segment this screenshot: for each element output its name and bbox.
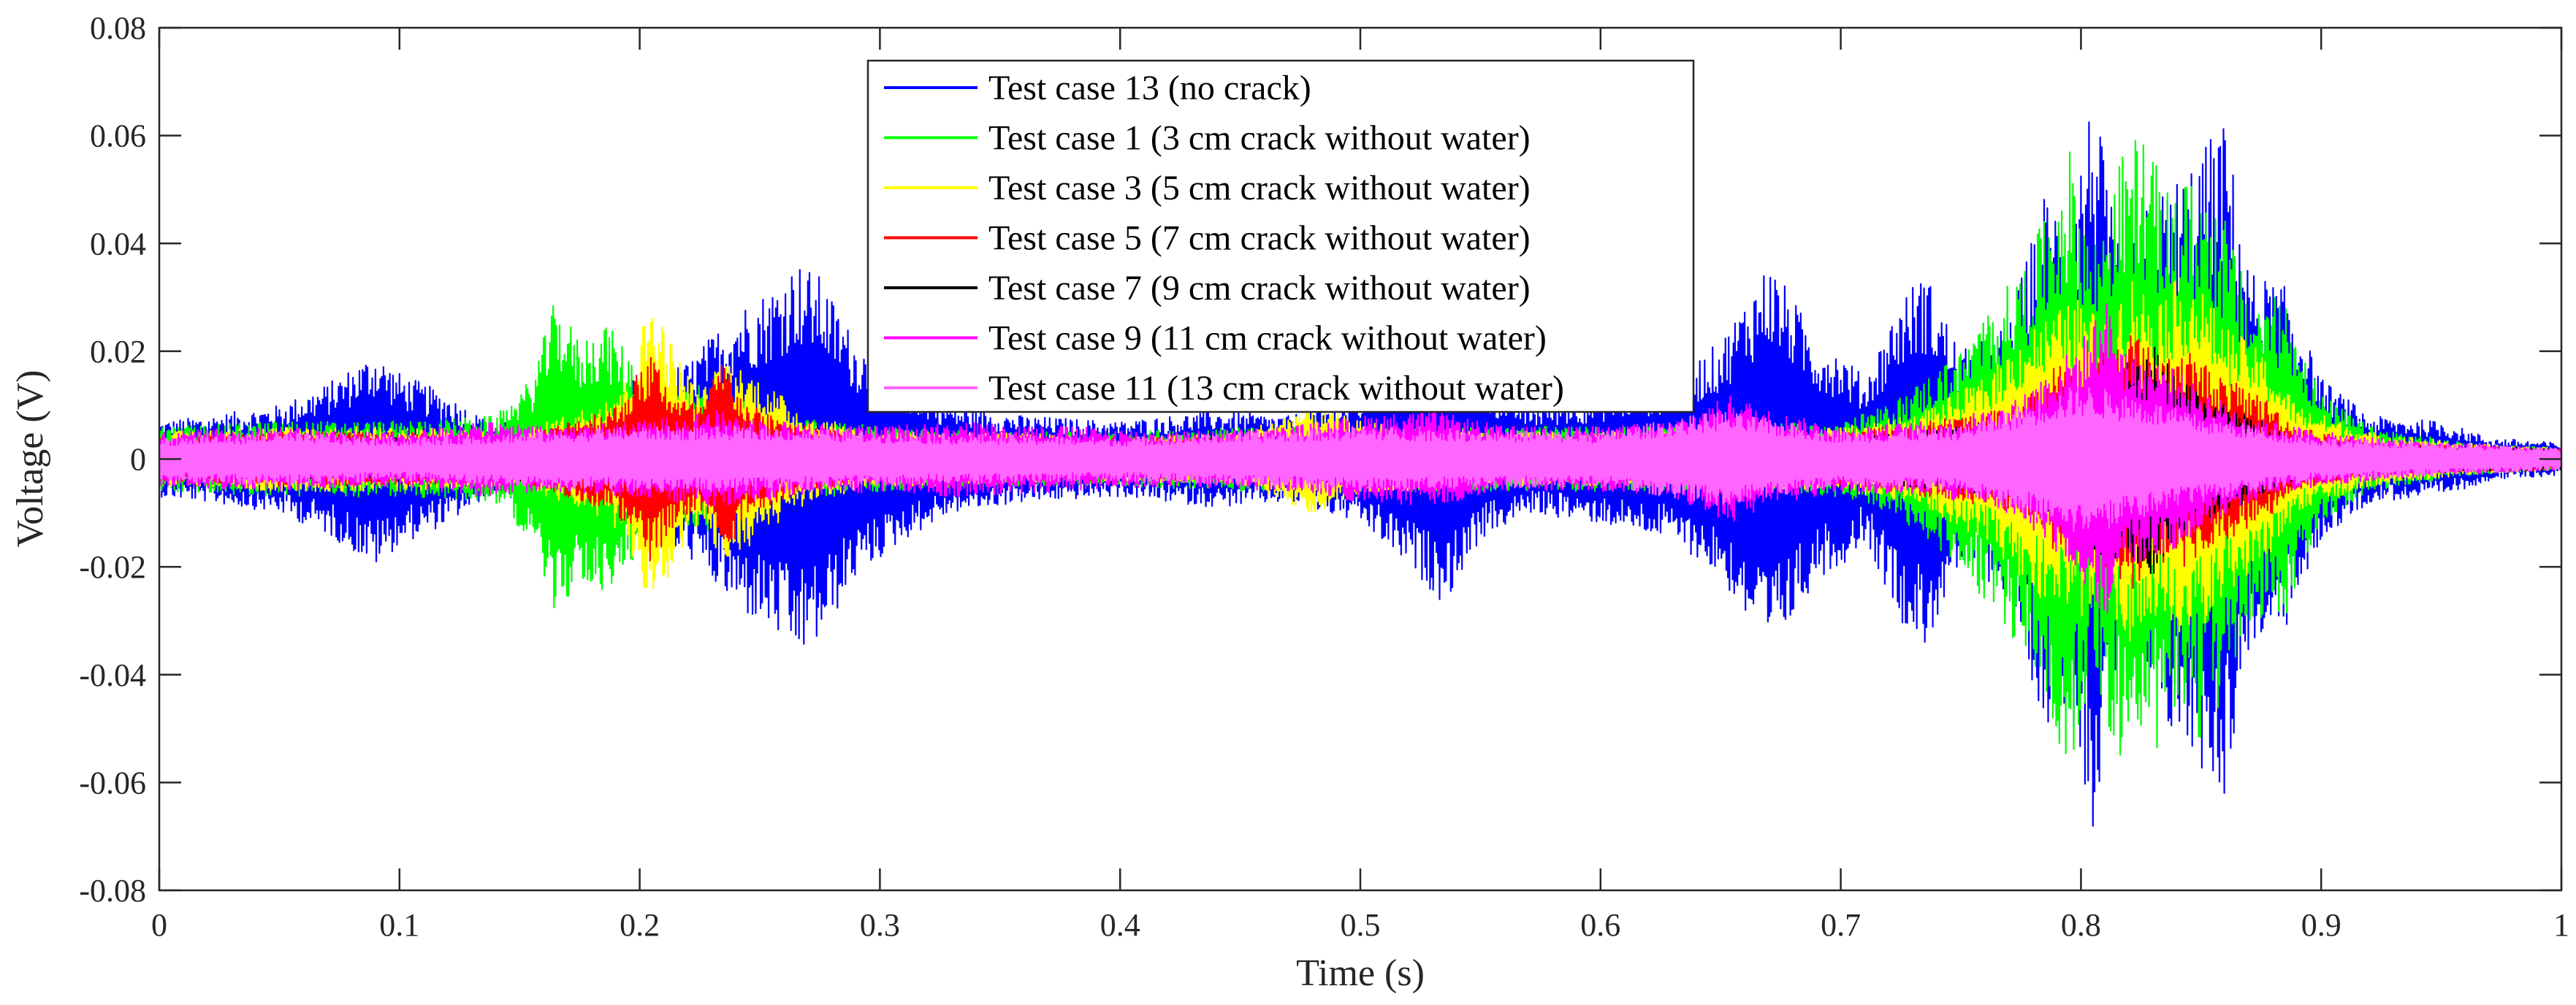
y-axis-title: Voltage (V) (9, 370, 51, 547)
y-tick-label: -0.06 (79, 765, 146, 800)
x-tick-label: 0.8 (2061, 907, 2101, 943)
legend-label-6: Test case 9 (11 cm crack without water) (988, 319, 1547, 358)
y-tick-label: -0.04 (79, 657, 146, 693)
x-tick-label: 0.1 (379, 907, 419, 943)
y-tick-label: 0.06 (90, 118, 146, 154)
x-tick-label: 0.9 (2301, 907, 2341, 943)
y-tick-label: -0.02 (79, 549, 146, 585)
x-tick-label: 0 (151, 907, 167, 943)
y-tick-label: -0.08 (79, 873, 146, 909)
legend-label-3: Test case 3 (5 cm crack without water) (988, 169, 1531, 207)
x-tick-label: 1 (2553, 907, 2569, 943)
x-tick-label: 0.5 (1341, 907, 1381, 943)
legend-label-5: Test case 7 (9 cm crack without water) (988, 269, 1531, 307)
legend-label-7: Test case 11 (13 cm crack without water) (988, 369, 1564, 408)
legend: Test case 13 (no crack) Test case 1 (3 cm… (866, 59, 1695, 413)
series-line-6 (159, 303, 2561, 614)
y-tick-label: 0 (130, 442, 146, 478)
legend-label-2: Test case 1 (3 cm crack without water) (988, 119, 1531, 158)
legend-box (866, 59, 1695, 413)
x-axis-title: Time (s) (1296, 952, 1425, 994)
series-layer (159, 121, 2561, 827)
x-tick-label: 0.6 (1580, 907, 1620, 943)
y-tick-label: 0.02 (90, 334, 146, 370)
legend-label-1: Test case 13 (no crack) (988, 69, 1311, 107)
legend-label-4: Test case 5 (7 cm crack without water) (988, 219, 1531, 258)
y-tick-label: 0.04 (90, 226, 146, 261)
x-tick-label: 0.3 (860, 907, 900, 943)
x-tick-label: 0.2 (620, 907, 660, 943)
x-tick-label: 0.7 (1821, 907, 1861, 943)
ticks-layer: 0 0.1 0.2 0.3 0.4 0.5 0.6 0.7 0.8 0.9 1 0.08 0.06 0.0… (79, 10, 2569, 943)
y-tick-label: 0.08 (90, 10, 146, 46)
x-tick-label: 0.4 (1100, 907, 1140, 943)
series-line-3 (159, 280, 2561, 642)
series-line-7 (159, 386, 2561, 532)
